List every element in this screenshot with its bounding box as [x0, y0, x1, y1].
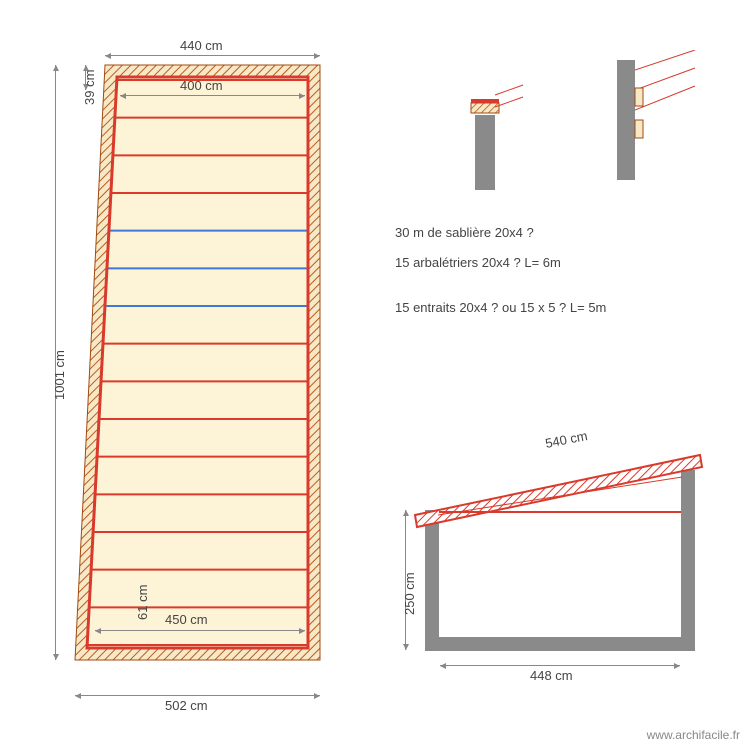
- annotation-line1: 30 m de sablière 20x4 ?: [395, 225, 534, 240]
- dim-top-inner-label: 400 cm: [180, 78, 223, 93]
- section-drawing: [380, 415, 720, 675]
- dim-sec-span-label: 448 cm: [530, 668, 573, 683]
- dim-bottom-outer-label: 502 cm: [165, 698, 208, 713]
- dim-top-outer: [105, 55, 320, 56]
- dim-bottom-inner: [95, 630, 305, 631]
- dim-sec-span: [440, 665, 680, 666]
- annotation-line2: 15 arbalétriers 20x4 ? L= 6m: [395, 255, 561, 270]
- dim-left-39-label: 39 cm: [82, 70, 97, 105]
- plan-drawing: [55, 30, 405, 730]
- detail-b: [595, 50, 705, 190]
- dim-left-outer-label: 1001 cm: [52, 350, 67, 400]
- dim-top-inner: [120, 95, 305, 96]
- dim-bottom-inner-label: 450 cm: [165, 612, 208, 627]
- dim-top-outer-label: 440 cm: [180, 38, 223, 53]
- watermark: www.archifacile.fr: [647, 728, 740, 742]
- annotation-line3: 15 entraits 20x4 ? ou 15 x 5 ? L= 5m: [395, 300, 606, 315]
- detail-a: [455, 75, 525, 195]
- dim-61-label: 61 cm: [135, 585, 150, 620]
- dim-sec-height-label: 250 cm: [402, 572, 417, 615]
- dim-bottom-outer: [75, 695, 320, 696]
